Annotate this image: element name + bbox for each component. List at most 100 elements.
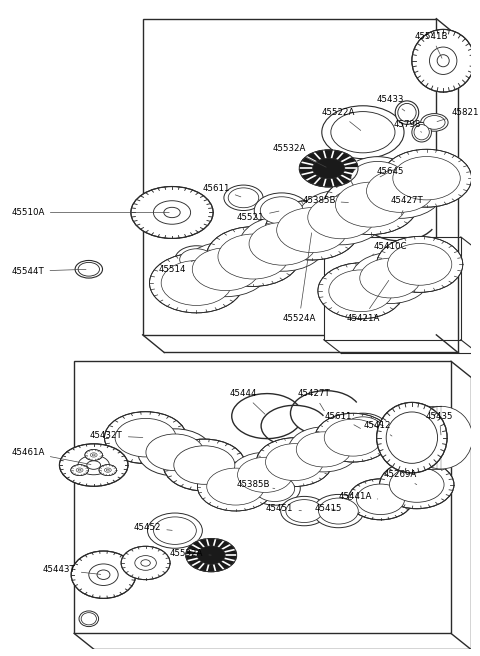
Text: 45532A: 45532A bbox=[273, 144, 326, 167]
Ellipse shape bbox=[78, 455, 109, 475]
Ellipse shape bbox=[79, 611, 98, 626]
Ellipse shape bbox=[254, 193, 309, 228]
Text: 45510A: 45510A bbox=[12, 208, 169, 217]
Ellipse shape bbox=[281, 497, 328, 525]
Text: 45451: 45451 bbox=[266, 504, 301, 512]
Ellipse shape bbox=[324, 174, 418, 235]
Ellipse shape bbox=[393, 157, 460, 200]
Ellipse shape bbox=[75, 260, 103, 278]
Text: 45541B: 45541B bbox=[415, 31, 448, 58]
Ellipse shape bbox=[81, 613, 96, 625]
Ellipse shape bbox=[87, 461, 101, 469]
Ellipse shape bbox=[300, 150, 358, 187]
Ellipse shape bbox=[296, 432, 351, 467]
Ellipse shape bbox=[315, 413, 391, 462]
Ellipse shape bbox=[78, 469, 81, 471]
Ellipse shape bbox=[180, 249, 213, 270]
Ellipse shape bbox=[430, 47, 457, 74]
Ellipse shape bbox=[76, 468, 83, 472]
Ellipse shape bbox=[207, 468, 264, 505]
Ellipse shape bbox=[357, 484, 405, 514]
Ellipse shape bbox=[115, 419, 176, 457]
Ellipse shape bbox=[164, 207, 180, 218]
Ellipse shape bbox=[197, 546, 225, 564]
Text: 45443T: 45443T bbox=[43, 565, 101, 575]
Ellipse shape bbox=[313, 495, 364, 527]
Ellipse shape bbox=[380, 461, 454, 508]
Text: 45524A: 45524A bbox=[283, 233, 316, 323]
Ellipse shape bbox=[260, 197, 303, 224]
Ellipse shape bbox=[154, 201, 191, 224]
Ellipse shape bbox=[333, 192, 370, 214]
Text: 45611: 45611 bbox=[203, 184, 241, 197]
Ellipse shape bbox=[249, 222, 316, 265]
Ellipse shape bbox=[224, 185, 263, 211]
Ellipse shape bbox=[255, 476, 295, 502]
Ellipse shape bbox=[437, 54, 449, 67]
Ellipse shape bbox=[276, 208, 348, 253]
Ellipse shape bbox=[186, 539, 237, 572]
Ellipse shape bbox=[382, 150, 471, 207]
Ellipse shape bbox=[163, 439, 245, 491]
Ellipse shape bbox=[89, 564, 118, 585]
Bar bbox=[74, 361, 451, 634]
Ellipse shape bbox=[90, 453, 97, 457]
Bar bbox=[324, 237, 461, 340]
Ellipse shape bbox=[78, 262, 99, 276]
Ellipse shape bbox=[154, 517, 196, 544]
Ellipse shape bbox=[249, 472, 300, 505]
Text: 45385B: 45385B bbox=[302, 196, 348, 205]
Ellipse shape bbox=[141, 560, 150, 566]
Ellipse shape bbox=[414, 125, 429, 140]
Text: 45412: 45412 bbox=[364, 421, 392, 436]
Ellipse shape bbox=[135, 556, 156, 570]
Ellipse shape bbox=[298, 190, 384, 245]
Text: 45433: 45433 bbox=[377, 95, 405, 111]
Ellipse shape bbox=[197, 462, 274, 511]
Text: 45522A: 45522A bbox=[322, 108, 361, 131]
Ellipse shape bbox=[206, 226, 300, 287]
Ellipse shape bbox=[398, 104, 416, 122]
Text: 45532A: 45532A bbox=[170, 548, 211, 558]
Ellipse shape bbox=[348, 479, 413, 520]
Ellipse shape bbox=[387, 243, 452, 285]
Ellipse shape bbox=[318, 263, 404, 319]
Ellipse shape bbox=[337, 413, 388, 447]
Text: 45421A: 45421A bbox=[346, 280, 389, 323]
Text: 45269A: 45269A bbox=[384, 470, 417, 485]
Ellipse shape bbox=[147, 513, 203, 548]
Ellipse shape bbox=[71, 464, 88, 476]
Ellipse shape bbox=[351, 253, 430, 304]
Ellipse shape bbox=[412, 123, 432, 142]
Ellipse shape bbox=[331, 112, 395, 153]
Text: 45444: 45444 bbox=[230, 389, 265, 414]
Ellipse shape bbox=[357, 163, 443, 218]
Ellipse shape bbox=[374, 424, 414, 451]
Text: 45415: 45415 bbox=[315, 504, 342, 512]
Ellipse shape bbox=[106, 469, 109, 471]
Ellipse shape bbox=[138, 429, 212, 476]
Ellipse shape bbox=[240, 216, 326, 271]
Ellipse shape bbox=[85, 449, 103, 461]
Text: 45514: 45514 bbox=[158, 260, 194, 274]
Ellipse shape bbox=[265, 200, 359, 260]
Ellipse shape bbox=[319, 498, 358, 524]
Text: 45410C: 45410C bbox=[372, 242, 407, 255]
Ellipse shape bbox=[312, 158, 345, 178]
Bar bbox=[143, 18, 436, 335]
Ellipse shape bbox=[228, 188, 259, 208]
Ellipse shape bbox=[328, 188, 375, 217]
Ellipse shape bbox=[308, 196, 375, 239]
Ellipse shape bbox=[60, 444, 128, 486]
Ellipse shape bbox=[149, 253, 243, 313]
Ellipse shape bbox=[360, 258, 421, 298]
Ellipse shape bbox=[97, 570, 110, 579]
Ellipse shape bbox=[389, 467, 444, 502]
Ellipse shape bbox=[351, 161, 404, 195]
Ellipse shape bbox=[377, 236, 463, 293]
Ellipse shape bbox=[174, 446, 235, 484]
Ellipse shape bbox=[424, 115, 445, 129]
Ellipse shape bbox=[336, 182, 406, 227]
Text: 45798: 45798 bbox=[393, 120, 421, 133]
Ellipse shape bbox=[92, 454, 95, 456]
